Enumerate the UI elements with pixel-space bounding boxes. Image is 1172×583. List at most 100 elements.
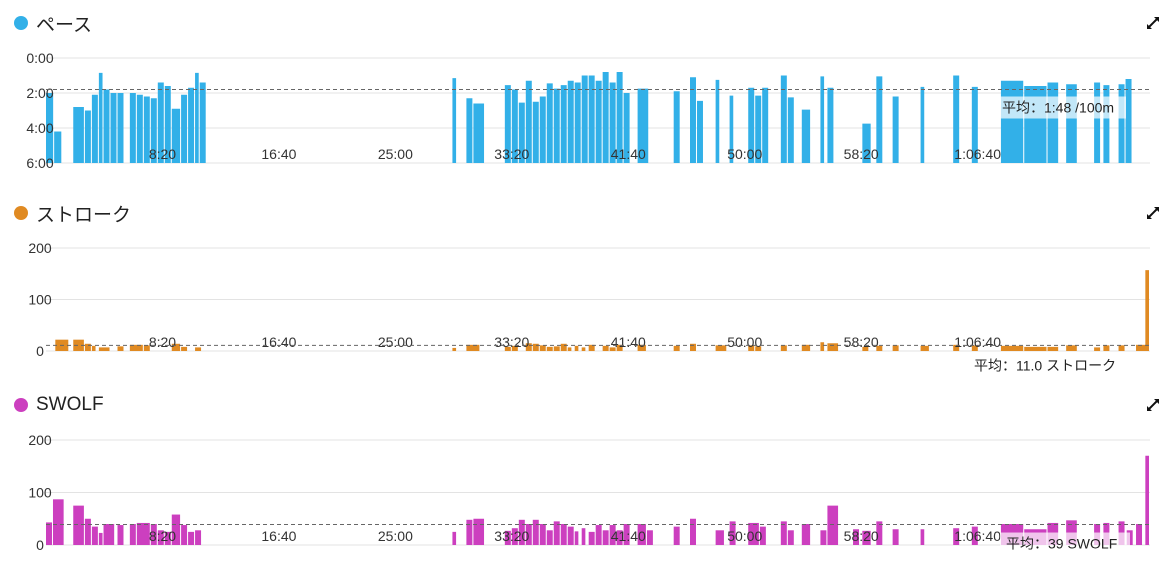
stroke-bar[interactable]	[637, 344, 646, 351]
pace-bar[interactable]	[103, 89, 110, 164]
stroke-bar[interactable]	[73, 339, 84, 351]
pace-bar[interactable]	[602, 72, 609, 163]
stroke-expand-icon[interactable]	[1144, 204, 1162, 222]
stroke-bar[interactable]	[673, 345, 680, 351]
stroke-bar[interactable]	[466, 344, 480, 351]
stroke-bar[interactable]	[1118, 345, 1125, 351]
pace-bar[interactable]	[876, 76, 883, 163]
pace-bar[interactable]	[560, 85, 567, 163]
swolf-bar[interactable]	[164, 531, 171, 545]
stroke-bar[interactable]	[195, 347, 202, 351]
stroke-bar[interactable]	[876, 345, 883, 351]
stroke-bar[interactable]	[511, 345, 518, 351]
swolf-bar[interactable]	[748, 522, 759, 545]
pace-bar[interactable]	[504, 85, 511, 163]
pace-bar[interactable]	[199, 82, 206, 164]
pace-bar[interactable]	[729, 95, 734, 163]
stroke-bar[interactable]	[780, 345, 787, 351]
pace-bar[interactable]	[73, 107, 84, 163]
stroke-bar[interactable]	[690, 343, 696, 351]
swolf-bar[interactable]	[971, 526, 978, 545]
pace-bar[interactable]	[46, 93, 54, 163]
pace-bar[interactable]	[748, 87, 755, 163]
pace-bar[interactable]	[54, 131, 62, 164]
pace-bar[interactable]	[801, 109, 811, 163]
stroke-bar[interactable]	[98, 347, 110, 351]
stroke-bar[interactable]	[525, 343, 532, 351]
pace-bar[interactable]	[1103, 85, 1110, 163]
swolf-bar[interactable]	[532, 519, 539, 545]
stroke-bar[interactable]	[1066, 345, 1077, 351]
stroke-bar[interactable]	[616, 344, 623, 351]
swolf-bar[interactable]	[595, 525, 602, 545]
pace-bar[interactable]	[1047, 82, 1059, 164]
swolf-bar[interactable]	[91, 526, 98, 545]
stroke-bar[interactable]	[539, 345, 546, 351]
swolf-bar[interactable]	[637, 524, 646, 545]
swolf-bar[interactable]	[759, 526, 766, 545]
pace-bar[interactable]	[953, 75, 960, 164]
stroke-bar[interactable]	[171, 343, 181, 351]
swolf-bar[interactable]	[1136, 524, 1143, 545]
pace-bar[interactable]	[820, 76, 825, 163]
pace-bar[interactable]	[98, 72, 103, 163]
stroke-bar[interactable]	[532, 343, 539, 351]
pace-bar[interactable]	[84, 110, 91, 164]
swolf-bar[interactable]	[623, 524, 630, 545]
stroke-bar[interactable]	[602, 345, 609, 351]
pace-bar[interactable]	[920, 86, 925, 163]
stroke-bar[interactable]	[862, 346, 869, 351]
swolf-bar[interactable]	[150, 524, 157, 545]
swolf-bar[interactable]	[729, 521, 736, 545]
swolf-bar[interactable]	[690, 518, 696, 545]
stroke-bar[interactable]	[1047, 346, 1059, 351]
swolf-bar[interactable]	[567, 526, 574, 545]
pace-bar[interactable]	[553, 88, 560, 163]
stroke-bar[interactable]	[546, 346, 553, 351]
stroke-bar[interactable]	[971, 345, 978, 351]
pace-bar[interactable]	[110, 93, 117, 163]
pace-bar[interactable]	[532, 101, 539, 163]
pace-bar[interactable]	[673, 91, 680, 163]
pace-bar[interactable]	[181, 94, 188, 163]
pace-bar[interactable]	[595, 80, 602, 163]
stroke-bar[interactable]	[1000, 345, 1024, 351]
stroke-bar[interactable]	[91, 345, 96, 351]
swolf-bar[interactable]	[560, 524, 567, 545]
pace-bar[interactable]	[690, 77, 696, 163]
pace-bar[interactable]	[637, 88, 649, 163]
stroke-bar[interactable]	[567, 347, 572, 351]
pace-bar[interactable]	[511, 89, 518, 164]
pace-bar[interactable]	[157, 82, 164, 164]
pace-bar[interactable]	[780, 75, 787, 164]
pace-bar[interactable]	[129, 93, 136, 163]
pace-bar[interactable]	[188, 87, 195, 163]
swolf-bar[interactable]	[588, 531, 595, 545]
pace-bar[interactable]	[539, 96, 546, 164]
stroke-bar[interactable]	[129, 344, 143, 351]
swolf-bar[interactable]	[602, 530, 609, 545]
swolf-bar[interactable]	[820, 530, 827, 545]
swolf-bar[interactable]	[853, 529, 860, 545]
pace-bar[interactable]	[478, 103, 485, 164]
swolf-bar[interactable]	[73, 505, 84, 545]
swolf-bar[interactable]	[473, 518, 485, 545]
swolf-bar[interactable]	[876, 521, 883, 545]
swolf-bar[interactable]	[84, 518, 91, 545]
swolf-bar[interactable]	[616, 530, 623, 545]
swolf-bar[interactable]	[827, 505, 839, 545]
pace-bar[interactable]	[574, 82, 581, 164]
stroke-bar[interactable]	[820, 342, 825, 351]
pace-bar[interactable]	[971, 86, 978, 163]
stroke-bar[interactable]	[504, 346, 511, 351]
pace-bar[interactable]	[715, 79, 720, 163]
swolf-bar[interactable]	[195, 530, 202, 545]
stroke-bar[interactable]	[801, 344, 811, 351]
pace-bar[interactable]	[616, 72, 623, 163]
stroke-bar[interactable]	[553, 346, 560, 351]
pace-bar[interactable]	[143, 96, 150, 164]
stroke-bar[interactable]	[953, 344, 960, 351]
swolf-bar[interactable]	[98, 532, 103, 545]
swolf-bar[interactable]	[117, 525, 124, 545]
stroke-bar[interactable]	[1103, 345, 1110, 351]
